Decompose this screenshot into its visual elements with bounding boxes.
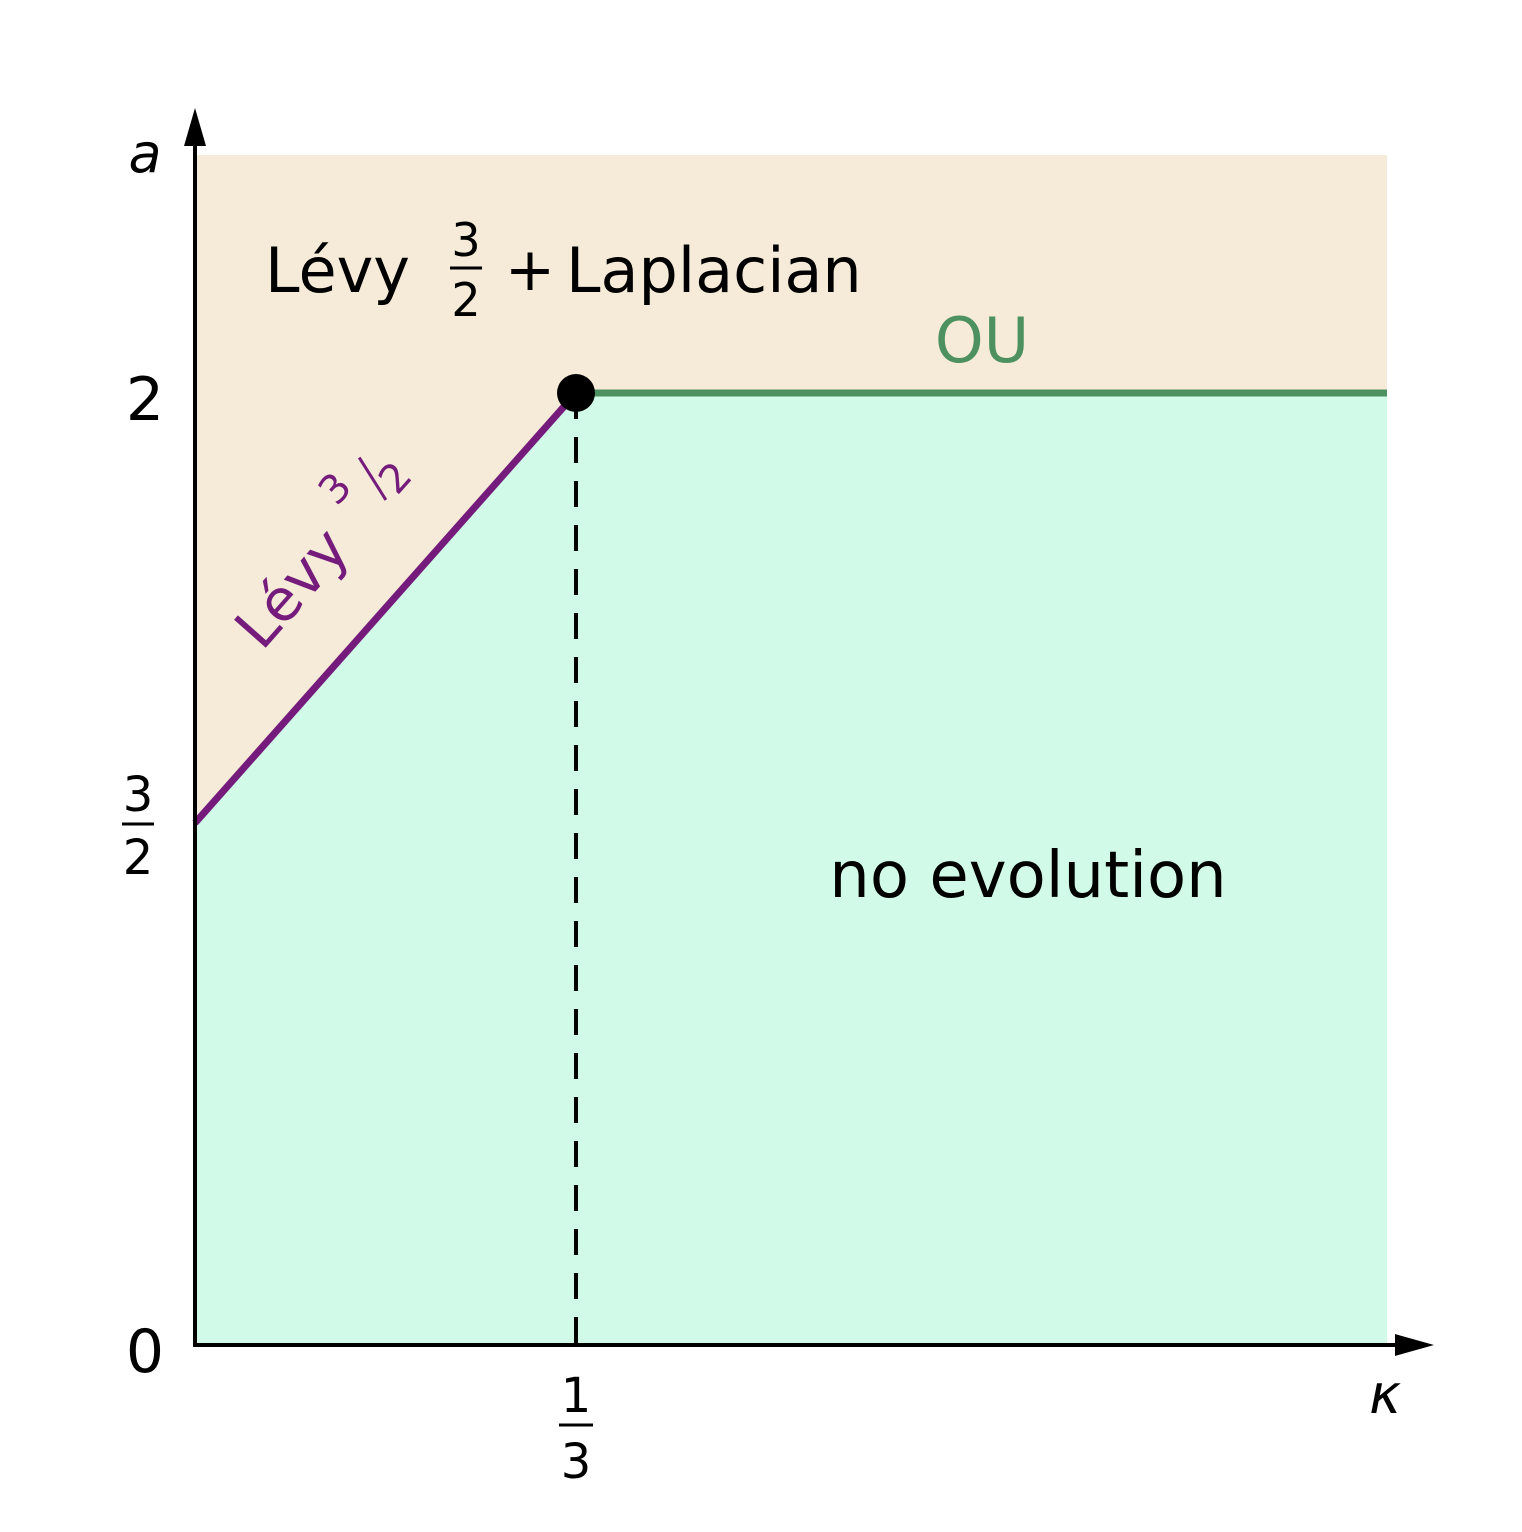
x-tick-numerator: 1 [561,1368,592,1424]
triple-point [557,374,595,412]
y-arrow [184,108,206,146]
fraction-slash [357,456,388,501]
region-operator: + [505,235,555,305]
fraction-numerator: 3 [451,213,480,267]
region-label: no evolution [829,839,1226,913]
x-label: κ [1369,1363,1401,1426]
lower-region [195,393,1387,1345]
fraction-denominator: 2 [451,273,480,327]
y-tick-numerator: 3 [123,767,154,823]
x-tick-denominator: 3 [561,1434,592,1490]
y-tick-label: 2 [126,365,164,435]
y-tick-label: 0 [126,1317,164,1387]
boundary-label: OU [935,304,1029,377]
region-label: Lévy [265,234,410,307]
y-tick-denominator: 2 [123,830,154,886]
y-label: a [128,122,161,185]
region-label: Laplacian [566,234,862,307]
levy-boundary [192,390,579,826]
x-arrow [1395,1334,1434,1356]
